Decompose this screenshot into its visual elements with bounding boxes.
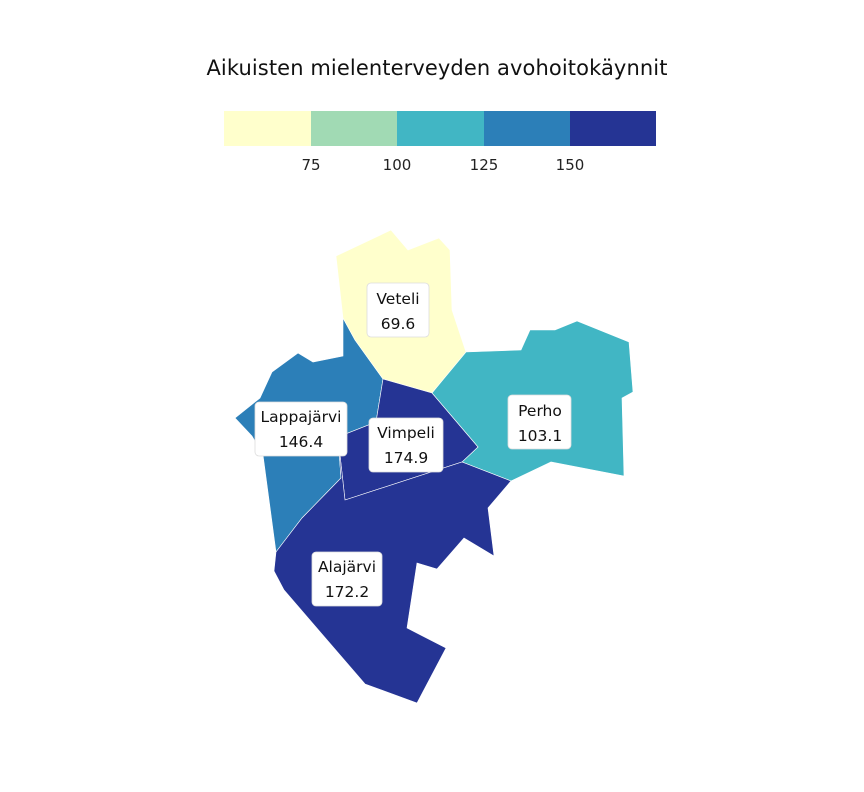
map-title: Aikuisten mielenterveyden avohoitokäynni… [206, 56, 668, 80]
legend: 75 100 125 150 [224, 111, 656, 174]
label-alajarvi-value: 172.2 [325, 583, 369, 601]
label-lappajarvi-value: 146.4 [279, 433, 323, 451]
label-veteli: Veteli 69.6 [366, 282, 430, 338]
label-alajarvi: Alajärvi 172.2 [311, 551, 383, 607]
legend-swatch-1 [224, 111, 311, 146]
legend-swatch-3 [397, 111, 484, 146]
legend-swatch-5 [570, 111, 656, 146]
label-alajarvi-name: Alajärvi [318, 558, 376, 576]
label-perho-name: Perho [518, 402, 562, 420]
label-vimpeli-name: Vimpeli [377, 424, 435, 442]
legend-swatch-4 [484, 111, 570, 146]
label-vimpeli-value: 174.9 [384, 449, 428, 467]
legend-tick-4: 150 [556, 156, 585, 174]
legend-tick-1: 75 [301, 156, 320, 174]
legend-tick-2: 100 [383, 156, 412, 174]
region-alajarvi[interactable] [273, 436, 512, 704]
label-vimpeli: Vimpeli 174.9 [368, 417, 444, 473]
label-lappajarvi-name: Lappajärvi [261, 408, 342, 426]
label-perho: Perho 103.1 [507, 394, 572, 450]
label-lappajarvi: Lappajärvi 146.4 [254, 401, 348, 457]
label-perho-value: 103.1 [518, 427, 562, 445]
legend-tick-3: 125 [470, 156, 499, 174]
label-veteli-name: Veteli [376, 290, 419, 308]
legend-swatch-2 [311, 111, 397, 146]
label-veteli-value: 69.6 [381, 315, 416, 333]
region-labels: Veteli 69.6 Perho 103.1 Lappajärvi 146.4… [254, 282, 572, 607]
